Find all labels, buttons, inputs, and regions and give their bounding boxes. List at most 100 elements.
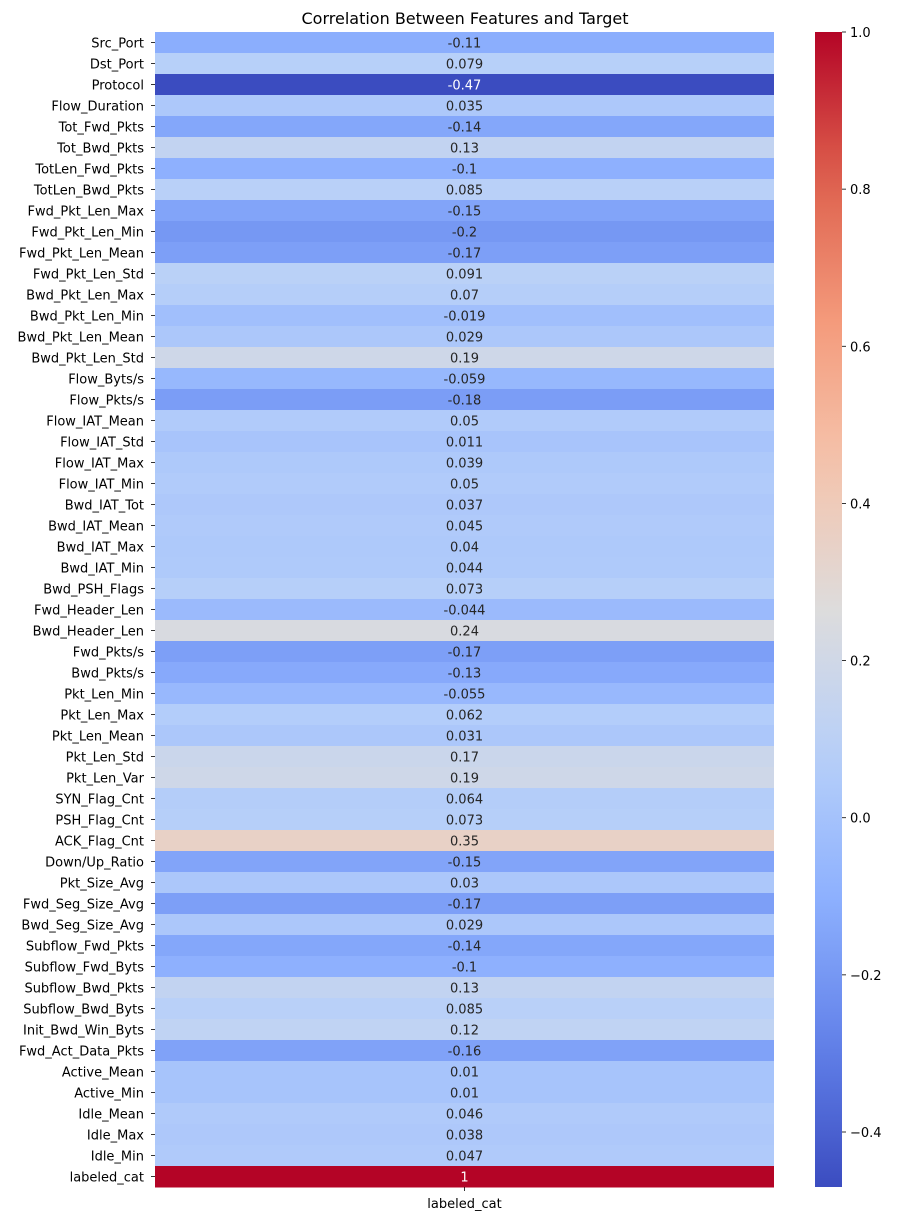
y-tick-label: TotLen_Bwd_Pkts bbox=[33, 184, 144, 199]
cell-annotation: 1 bbox=[460, 1171, 468, 1186]
cell-annotation: -0.13 bbox=[448, 667, 482, 682]
chart-title: Correlation Between Features and Target bbox=[302, 9, 629, 28]
cell-annotation: 0.07 bbox=[450, 289, 479, 304]
cell-annotation: 0.03 bbox=[450, 877, 479, 892]
heatmap-cell bbox=[155, 746, 774, 768]
y-tick-label: Fwd_Header_Len bbox=[34, 604, 144, 619]
y-tick-label: Flow_IAT_Min bbox=[59, 478, 144, 493]
heatmap-cell bbox=[155, 935, 774, 957]
y-tick-label: Src_Port bbox=[91, 37, 144, 52]
heatmap-cell bbox=[155, 200, 774, 222]
cell-annotation: 0.044 bbox=[446, 562, 483, 577]
y-tick-label: Flow_IAT_Mean bbox=[46, 415, 144, 430]
heatmap-cell bbox=[155, 1082, 774, 1104]
cell-annotation: 0.073 bbox=[446, 814, 483, 829]
y-tick-label: Fwd_Pkts/s bbox=[73, 646, 144, 661]
cell-annotation: -0.044 bbox=[444, 604, 486, 619]
heatmap-cell bbox=[155, 347, 774, 369]
colorbar-tick-label: 0.2 bbox=[850, 655, 871, 670]
colorbar-tick-label: 0.0 bbox=[850, 812, 871, 827]
colorbar-tick-label: 0.4 bbox=[850, 497, 871, 512]
cell-annotation: 0.04 bbox=[450, 541, 479, 556]
cell-annotation: 0.085 bbox=[446, 1003, 483, 1018]
heatmap-cell bbox=[155, 53, 774, 75]
y-tick-label: Fwd_Pkt_Len_Min bbox=[31, 226, 144, 241]
heatmap-cell bbox=[155, 578, 774, 600]
y-tick-label: Subflow_Fwd_Byts bbox=[25, 961, 145, 976]
heatmap-cell bbox=[155, 641, 774, 663]
heatmap-cell bbox=[155, 1061, 774, 1083]
y-tick-label: Dst_Port bbox=[90, 58, 144, 73]
heatmap-cell bbox=[155, 515, 774, 537]
cell-annotation: 0.19 bbox=[450, 772, 479, 787]
heatmap-cell bbox=[155, 1040, 774, 1062]
heatmap-cell bbox=[155, 242, 774, 264]
cell-annotation: -0.14 bbox=[448, 940, 482, 955]
y-tick-label: labeled_cat bbox=[70, 1171, 144, 1186]
heatmap-cell bbox=[155, 809, 774, 831]
heatmap-cells: -0.110.079-0.470.035-0.140.13-0.10.085-0… bbox=[155, 32, 774, 1188]
cell-annotation: -0.055 bbox=[444, 688, 486, 703]
colorbar-tick-label: 0.6 bbox=[850, 340, 871, 355]
y-tick-label: Idle_Mean bbox=[78, 1108, 144, 1123]
y-tick-label: SYN_Flag_Cnt bbox=[55, 793, 144, 808]
cell-annotation: -0.11 bbox=[448, 37, 482, 52]
heatmap-cell bbox=[155, 725, 774, 747]
cell-annotation: -0.18 bbox=[448, 394, 482, 409]
cell-annotation: 0.01 bbox=[450, 1066, 479, 1081]
heatmap-cell bbox=[155, 893, 774, 915]
heatmap-cell bbox=[155, 431, 774, 453]
heatmap-cell bbox=[155, 956, 774, 978]
y-tick-label: Fwd_Pkt_Len_Mean bbox=[19, 247, 144, 262]
y-tick-label: Tot_Bwd_Pkts bbox=[56, 142, 144, 157]
cell-annotation: 0.079 bbox=[446, 58, 483, 73]
y-tick-label: Flow_Pkts/s bbox=[69, 394, 144, 409]
heatmap-cell bbox=[155, 914, 774, 936]
y-tick-label: Fwd_Act_Data_Pkts bbox=[19, 1045, 144, 1060]
y-tick-label: Active_Min bbox=[74, 1087, 144, 1102]
y-tick-label: Pkt_Size_Avg bbox=[60, 877, 144, 892]
heatmap-cell bbox=[155, 662, 774, 684]
cell-annotation: -0.17 bbox=[448, 646, 482, 661]
cell-annotation: 0.037 bbox=[446, 499, 483, 514]
heatmap-cell bbox=[155, 284, 774, 306]
heatmap-cell bbox=[155, 599, 774, 621]
heatmap-cell bbox=[155, 1166, 774, 1188]
y-tick-label: Flow_Byts/s bbox=[68, 373, 144, 388]
y-tick-label: Bwd_IAT_Min bbox=[60, 562, 144, 577]
y-tick-label: Idle_Min bbox=[91, 1150, 144, 1165]
y-tick-label: Init_Bwd_Win_Byts bbox=[23, 1024, 144, 1039]
y-tick-label: Bwd_Header_Len bbox=[33, 625, 144, 640]
cell-annotation: 0.17 bbox=[450, 751, 479, 766]
heatmap-cell bbox=[155, 326, 774, 348]
cell-annotation: -0.2 bbox=[452, 226, 477, 241]
heatmap-cell bbox=[155, 998, 774, 1020]
y-tick-label: Fwd_Pkt_Len_Std bbox=[33, 268, 144, 283]
heatmap-cell bbox=[155, 32, 774, 54]
cell-annotation: 0.073 bbox=[446, 583, 483, 598]
y-tick-label: PSH_Flag_Cnt bbox=[55, 814, 144, 829]
colorbar-tick-label: 0.8 bbox=[850, 183, 871, 198]
cell-annotation: 0.047 bbox=[446, 1150, 483, 1165]
heatmap-cell bbox=[155, 494, 774, 516]
y-tick-label: Bwd_Pkt_Len_Mean bbox=[18, 331, 144, 346]
cell-annotation: 0.062 bbox=[446, 709, 483, 724]
heatmap-cell bbox=[155, 95, 774, 117]
cell-annotation: 0.064 bbox=[446, 793, 483, 808]
cell-annotation: 0.19 bbox=[450, 352, 479, 367]
heatmap-cell bbox=[155, 830, 774, 852]
y-tick-label: Bwd_PSH_Flags bbox=[43, 583, 144, 598]
cell-annotation: 0.045 bbox=[446, 520, 483, 535]
cell-annotation: 0.12 bbox=[450, 1024, 479, 1039]
cell-annotation: 0.01 bbox=[450, 1087, 479, 1102]
y-tick-label: Fwd_Seg_Size_Avg bbox=[23, 898, 144, 913]
cell-annotation: 0.031 bbox=[446, 730, 483, 745]
cell-annotation: -0.1 bbox=[452, 163, 477, 178]
cell-annotation: -0.16 bbox=[448, 1045, 482, 1060]
heatmap-cell bbox=[155, 1124, 774, 1146]
heatmap-cell bbox=[155, 410, 774, 432]
heatmap-cell bbox=[155, 536, 774, 558]
heatmap-cell bbox=[155, 683, 774, 705]
y-tick-label: Flow_Duration bbox=[51, 100, 144, 115]
colorbar-tick-label: −0.4 bbox=[850, 1126, 882, 1141]
